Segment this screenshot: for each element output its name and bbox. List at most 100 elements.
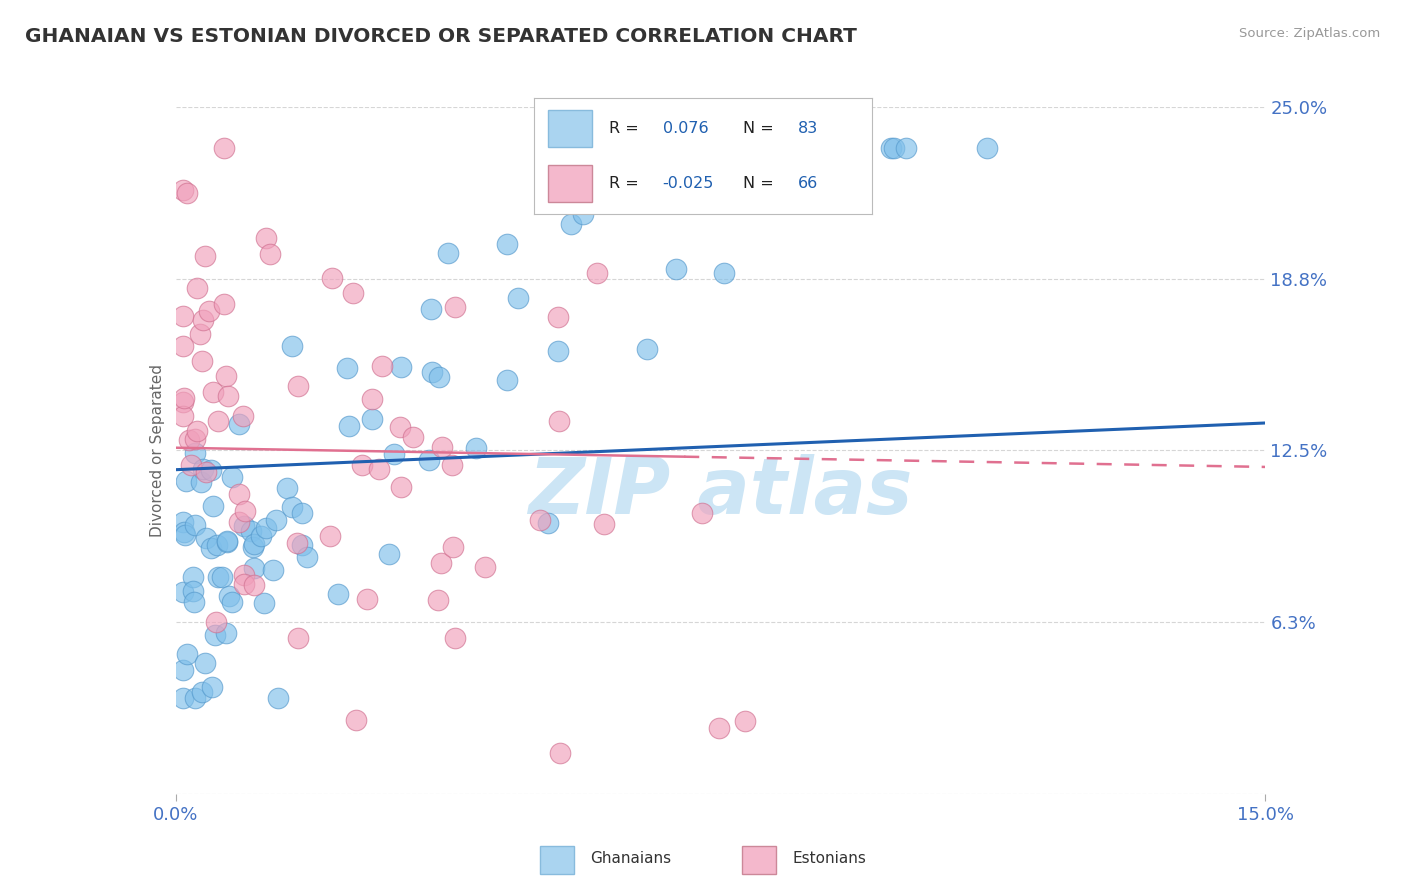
- Point: [734, 714, 756, 728]
- Point: [326, 587, 349, 601]
- Point: [720, 141, 742, 155]
- Point: [202, 499, 225, 513]
- Point: [547, 343, 569, 358]
- Point: [179, 433, 201, 447]
- Text: N =: N =: [744, 120, 775, 136]
- Point: [896, 141, 918, 155]
- Point: [243, 560, 266, 574]
- Point: [242, 578, 264, 592]
- FancyBboxPatch shape: [548, 110, 592, 147]
- Point: [214, 297, 236, 311]
- Point: [287, 631, 309, 645]
- Point: [388, 420, 411, 434]
- Point: [537, 516, 560, 530]
- Point: [321, 271, 343, 285]
- Point: [713, 266, 735, 280]
- Point: [585, 266, 607, 280]
- Point: [378, 547, 401, 561]
- Point: [191, 354, 214, 368]
- Point: [184, 518, 207, 533]
- Point: [465, 441, 488, 455]
- Point: [264, 513, 287, 527]
- Point: [430, 556, 453, 570]
- Point: [259, 247, 281, 261]
- Point: [262, 563, 284, 577]
- Point: [173, 392, 195, 406]
- Point: [215, 626, 238, 640]
- FancyBboxPatch shape: [540, 846, 574, 874]
- Point: [242, 541, 264, 555]
- Point: [254, 521, 277, 535]
- Point: [184, 690, 207, 705]
- Point: [202, 385, 225, 400]
- Point: [172, 690, 194, 705]
- Point: [215, 535, 238, 549]
- Point: [184, 432, 207, 446]
- Point: [837, 141, 859, 155]
- Point: [172, 183, 194, 197]
- Point: [474, 560, 496, 574]
- Point: [571, 207, 593, 221]
- Point: [174, 475, 197, 489]
- Point: [254, 231, 277, 245]
- Point: [211, 570, 233, 584]
- Point: [172, 309, 194, 323]
- Point: [201, 680, 224, 694]
- Point: [389, 359, 412, 374]
- Point: [228, 515, 250, 529]
- Point: [200, 463, 222, 477]
- Text: GHANAIAN VS ESTONIAN DIVORCED OR SEPARATED CORRELATION CHART: GHANAIAN VS ESTONIAN DIVORCED OR SEPARAT…: [25, 27, 858, 45]
- Point: [841, 141, 863, 155]
- Point: [240, 524, 263, 539]
- Point: [207, 414, 229, 428]
- Point: [547, 310, 569, 325]
- FancyBboxPatch shape: [742, 846, 776, 874]
- Point: [291, 506, 314, 520]
- Point: [215, 369, 238, 384]
- Point: [190, 475, 212, 489]
- Point: [190, 327, 212, 342]
- Point: [703, 141, 725, 155]
- Point: [280, 339, 302, 353]
- Point: [418, 452, 440, 467]
- Point: [319, 529, 342, 543]
- Point: [361, 411, 384, 425]
- Point: [233, 519, 256, 533]
- Point: [337, 418, 360, 433]
- Point: [267, 690, 290, 705]
- Point: [172, 664, 194, 678]
- Point: [430, 441, 453, 455]
- Text: ZIP atlas: ZIP atlas: [529, 454, 912, 530]
- Point: [217, 388, 239, 402]
- FancyBboxPatch shape: [548, 165, 592, 202]
- Point: [883, 141, 905, 155]
- Text: Ghanaians: Ghanaians: [591, 851, 672, 866]
- Point: [214, 141, 236, 155]
- Point: [173, 524, 195, 539]
- Point: [183, 595, 205, 609]
- Point: [204, 628, 226, 642]
- Point: [367, 462, 389, 476]
- Point: [172, 515, 194, 529]
- Point: [443, 300, 465, 314]
- Text: Estonians: Estonians: [793, 851, 868, 866]
- Point: [172, 395, 194, 409]
- Point: [529, 513, 551, 527]
- Point: [252, 596, 274, 610]
- Point: [249, 529, 271, 543]
- Point: [232, 567, 254, 582]
- Point: [172, 339, 194, 353]
- Point: [200, 541, 222, 556]
- Point: [547, 414, 569, 428]
- Point: [172, 409, 194, 423]
- Point: [191, 313, 214, 327]
- Point: [444, 632, 467, 646]
- Point: [204, 615, 226, 629]
- Point: [441, 540, 464, 554]
- Point: [690, 506, 713, 520]
- Point: [436, 245, 458, 260]
- Point: [191, 685, 214, 699]
- Point: [592, 517, 614, 532]
- Text: R =: R =: [609, 120, 638, 136]
- Point: [176, 186, 198, 200]
